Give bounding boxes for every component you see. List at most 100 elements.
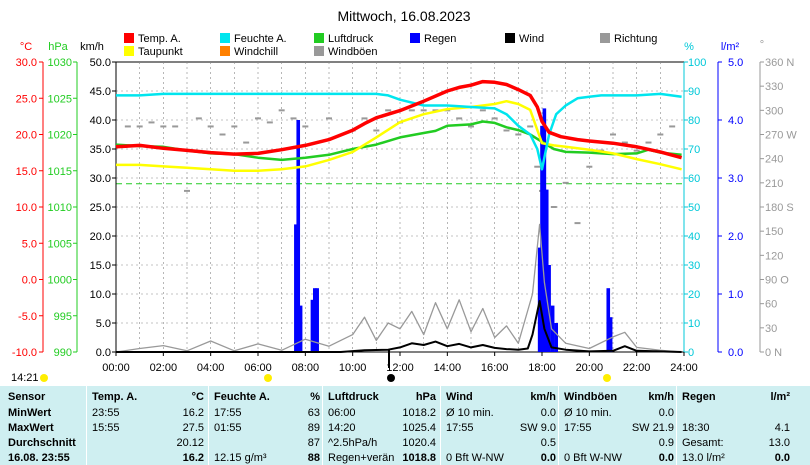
series-taupunkt-line — [116, 99, 682, 173]
direction-point — [160, 125, 167, 128]
direction-point — [468, 125, 474, 128]
rain-unit: l/m² — [721, 41, 740, 53]
legend-label: Richtung — [614, 33, 657, 45]
direction-point — [195, 117, 202, 120]
stats-cell-label: 18:30 — [682, 422, 710, 434]
stats-cell-value: 27.5 — [182, 422, 204, 434]
legend: Temp. A. Feuchte A. Luftdruck Regen Wind Rich… — [124, 33, 657, 58]
direction-point — [243, 141, 250, 144]
direction-point — [231, 125, 238, 128]
rain-tick-label: 3.0 — [728, 173, 743, 185]
x-tick-label: 22:00 — [623, 362, 651, 374]
stats-cell-value: 16.2 — [182, 407, 204, 419]
direction-point — [266, 121, 273, 124]
direction-point — [456, 117, 463, 120]
rain-tick-label: 1.0 — [728, 289, 743, 301]
rain-bar — [294, 224, 298, 352]
sun-marker — [40, 374, 48, 382]
stats-cell-value: SW 21.9 — [631, 422, 674, 434]
stats-column-unit: km/h — [530, 391, 556, 403]
temp-tick-label: 30.0 — [16, 57, 37, 69]
stats-column-header: Luftdruck — [328, 391, 379, 403]
rain-bar — [310, 299, 315, 352]
direction-point — [290, 117, 297, 120]
rain-bar — [554, 323, 558, 352]
wind-tick-label: 25.0 — [90, 202, 111, 214]
stats-column-header: Temp. A. — [92, 391, 138, 403]
stats-cell-label: 0 Bft W-NW — [564, 452, 622, 464]
press-tick-label: 995 — [54, 311, 72, 323]
stats-column-unit: l/m² — [770, 391, 790, 403]
legend-swatch — [314, 33, 324, 43]
axis-units: °C hPa km/h % l/m² ° — [20, 39, 764, 53]
wind-tick-label: 20.0 — [90, 231, 111, 243]
wind-tick-label: 35.0 — [90, 144, 111, 156]
rain-bar — [544, 189, 549, 352]
hum-tick-label: 10 — [688, 318, 700, 330]
stats-cell-value: 0.0 — [540, 407, 556, 419]
x-tick-label: 02:00 — [150, 362, 178, 374]
wind-tick-label: 10.0 — [90, 289, 111, 301]
stats-cell-label: 17:55 — [564, 422, 592, 434]
rain-bar — [547, 265, 551, 352]
dir-tick-label: 330 — [765, 81, 783, 93]
direction-point — [515, 133, 522, 136]
rain-bar — [315, 288, 319, 352]
stats-cell-value: 1018.8 — [402, 452, 436, 464]
dir-tick-label: 90 O — [765, 275, 789, 287]
direction-point — [172, 125, 179, 128]
x-tick-label: 06:00 — [244, 362, 272, 374]
plot-area — [115, 61, 685, 353]
stats-cell-label: 0 Bft W-NW — [446, 452, 504, 464]
stats-column-separator — [86, 386, 87, 465]
direction-point — [534, 165, 541, 168]
hum-tick-label: 0 — [688, 347, 694, 359]
rain-bar — [298, 305, 303, 352]
direction-point — [527, 125, 534, 128]
stats-cell-value: 1020.4 — [402, 437, 436, 449]
series-feuchte-a-line — [116, 92, 682, 171]
sun-strip: 14:21 — [11, 350, 611, 384]
direction-point — [124, 125, 131, 128]
stats-cell-value: 88 — [307, 452, 320, 464]
wind-tick-label: 5.0 — [96, 318, 111, 330]
direction-point — [669, 125, 676, 128]
dir-tick-label: 180 S — [765, 202, 794, 214]
direction-point — [586, 165, 593, 168]
x-tick-label: 24:00 — [670, 362, 698, 374]
stats-column-unit: hPa — [415, 391, 436, 403]
temp-tick-label: 5.0 — [22, 238, 37, 250]
stats-column-unit: km/h — [648, 391, 674, 403]
stats-column-separator — [208, 386, 209, 465]
legend-swatch — [220, 33, 230, 43]
x-tick-label: 12:00 — [386, 362, 414, 374]
stats-cell-value: SW 9.0 — [519, 422, 556, 434]
stats-cell-value: 1018.2 — [402, 407, 436, 419]
rain-tick-label: 4.0 — [728, 115, 743, 127]
legend-label: Windchill — [234, 46, 278, 58]
direction-point — [574, 222, 581, 225]
rain-tick-label: 0.0 — [728, 347, 743, 359]
legend-swatch — [600, 33, 610, 43]
stats-cell-label: 12.15 g/m³ — [214, 452, 267, 464]
statistics-table: Sensor MinWert MaxWert Durchschnitt 16.08. 2… — [0, 386, 810, 465]
legend-swatch — [314, 46, 324, 56]
legend-label: Luftdruck — [328, 33, 374, 45]
hum-tick-label: 40 — [688, 231, 700, 243]
stats-column-separator — [558, 386, 559, 465]
stats-cell-label: 23:55 — [92, 407, 120, 419]
stats-cell-label: 14:20 — [328, 422, 356, 434]
press-unit: hPa — [48, 41, 68, 53]
stats-cell-label: 13.0 l/m² — [682, 452, 725, 464]
stats-column-header: Feuchte A. — [214, 391, 270, 403]
press-tick-label: 1000 — [48, 275, 72, 287]
stats-cell-label: Gesamt: — [682, 437, 724, 449]
direction-point — [420, 109, 427, 112]
stats-column-separator — [440, 386, 441, 465]
legend-swatch — [410, 33, 420, 43]
press-tick-label: 1025 — [48, 93, 72, 105]
stats-column-header: Wind — [446, 391, 473, 403]
x-tick-label: 16:00 — [481, 362, 509, 374]
stats-cell-label: 01:55 — [214, 422, 242, 434]
rain-bar — [313, 288, 317, 352]
